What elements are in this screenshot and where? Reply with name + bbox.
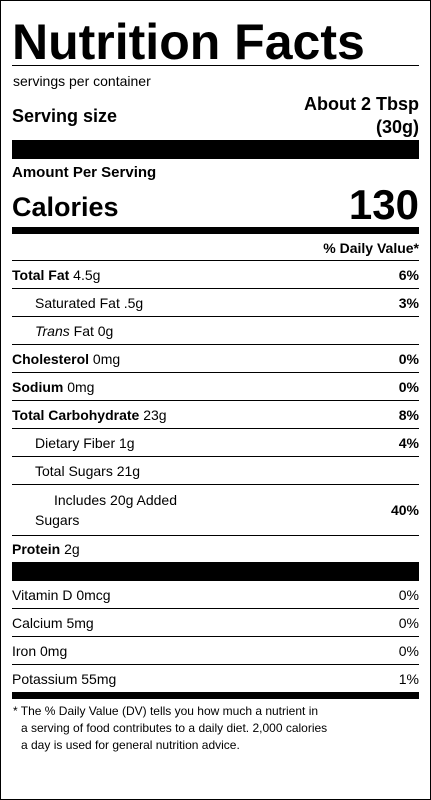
nutrient-dv: 0% [398, 350, 419, 367]
nutrient-row-total-sugars: Total Sugars 21g [12, 457, 419, 485]
nutrient-row-total-fat: Total Fat 4.5g 6% [12, 261, 419, 289]
calories-row: Calories 130 [12, 181, 419, 227]
calories-value: 130 [348, 181, 419, 228]
nutrient-dv: 4% [398, 434, 419, 451]
calories-label: Calories [12, 192, 119, 222]
footnote-line1: * The % Daily Value (DV) tells you how m… [13, 704, 319, 718]
serving-size-label: Serving size [12, 105, 118, 126]
nutrient-row-protein: Protein 2g [12, 536, 419, 562]
nutrient-name: Protein [12, 541, 61, 557]
footnote-line3: a day is used for general nutrition advi… [21, 738, 240, 752]
vitamin-dv: 1% [398, 670, 419, 687]
nutrient-row-total-carbohydrate: Total Carbohydrate 23g 8% [12, 401, 419, 429]
divider-medium [12, 227, 419, 234]
nutrient-amount: 0mg [89, 350, 121, 367]
daily-value-header: % Daily Value* [323, 240, 419, 256]
divider-medium [12, 692, 419, 699]
nutrient-row-cholesterol: Cholesterol 0mg 0% [12, 345, 419, 373]
nutrient-row-added-sugars: Includes 20g Added Sugars 40% [12, 485, 419, 536]
added-sugars-line1: Includes 20g Added [54, 492, 177, 508]
nutrient-dv: 0% [398, 378, 419, 395]
nutrient-dv: 8% [398, 406, 419, 423]
nutrient-dv: 6% [398, 266, 419, 283]
label-title: Nutrition Facts [12, 14, 365, 70]
nutrient-name: Total Fat [12, 266, 70, 283]
footnote: * The % Daily Value (DV) tells you how m… [12, 699, 419, 754]
vitamin-name: Iron 0mg [12, 642, 68, 659]
footnote-line2: a serving of food contributes to a daily… [21, 721, 328, 735]
nutrient-name: Total Carbohydrate [12, 406, 140, 423]
amount-per-serving: Amount Per Serving [12, 164, 157, 181]
added-sugars-line2: Sugars [35, 512, 80, 528]
divider-thin [12, 260, 419, 261]
vitamin-row: Potassium 55mg 1% [12, 665, 419, 692]
nutrient-dv: 3% [398, 294, 419, 311]
divider-thick [12, 140, 419, 159]
vitamin-name: Potassium 55mg [12, 670, 117, 687]
serving-size-value-line1: About 2 Tbsp [304, 94, 419, 114]
nutrient-name: Total Sugars 21g [35, 462, 141, 479]
nutrient-amount: 0mg [63, 378, 95, 395]
nutrient-row-saturated-fat: Saturated Fat .5g 3% [12, 289, 419, 317]
nutrient-row-sodium: Sodium 0mg 0% [12, 373, 419, 401]
vitamin-name: Calcium 5mg [12, 614, 94, 631]
servings-per-container: servings per container [13, 73, 151, 89]
nutrient-row-dietary-fiber: Dietary Fiber 1g 4% [12, 429, 419, 457]
serving-size-value-line2: (30g) [375, 117, 419, 137]
vitamin-dv: 0% [398, 642, 419, 659]
nutrient-row-trans-fat: Trans Fat 0g [12, 317, 419, 345]
vitamin-row: Iron 0mg 0% [12, 637, 419, 665]
nutrient-name: Saturated Fat .5g [35, 294, 144, 311]
vitamin-dv: 0% [398, 586, 419, 603]
nutrient-amount: 23g [139, 406, 167, 423]
nutrient-amount: 4.5g [69, 266, 101, 283]
serving-size-row: Serving size About 2 Tbsp (30g) [12, 92, 419, 140]
nutrient-name: Includes 20g Added Sugars [12, 490, 177, 530]
nutrient-name: Cholesterol [12, 350, 90, 367]
nutrient-name: Sodium [12, 378, 64, 395]
nutrient-name-italic: Trans [35, 322, 70, 339]
divider-thin [12, 65, 419, 66]
vitamin-row: Vitamin D 0mcg 0% [12, 581, 419, 609]
divider-thick [12, 562, 419, 581]
serving-size-value: About 2 Tbsp (30g) [304, 93, 419, 139]
nutrient-dv: 40% [390, 502, 419, 518]
vitamin-dv: 0% [398, 614, 419, 631]
vitamin-name: Vitamin D 0mcg [12, 586, 111, 603]
vitamin-row: Calcium 5mg 0% [12, 609, 419, 637]
nutrient-name-rest: Fat 0g [69, 322, 114, 339]
nutrient-name: Dietary Fiber 1g [35, 434, 135, 451]
nutrient-amount: 2g [60, 541, 80, 557]
